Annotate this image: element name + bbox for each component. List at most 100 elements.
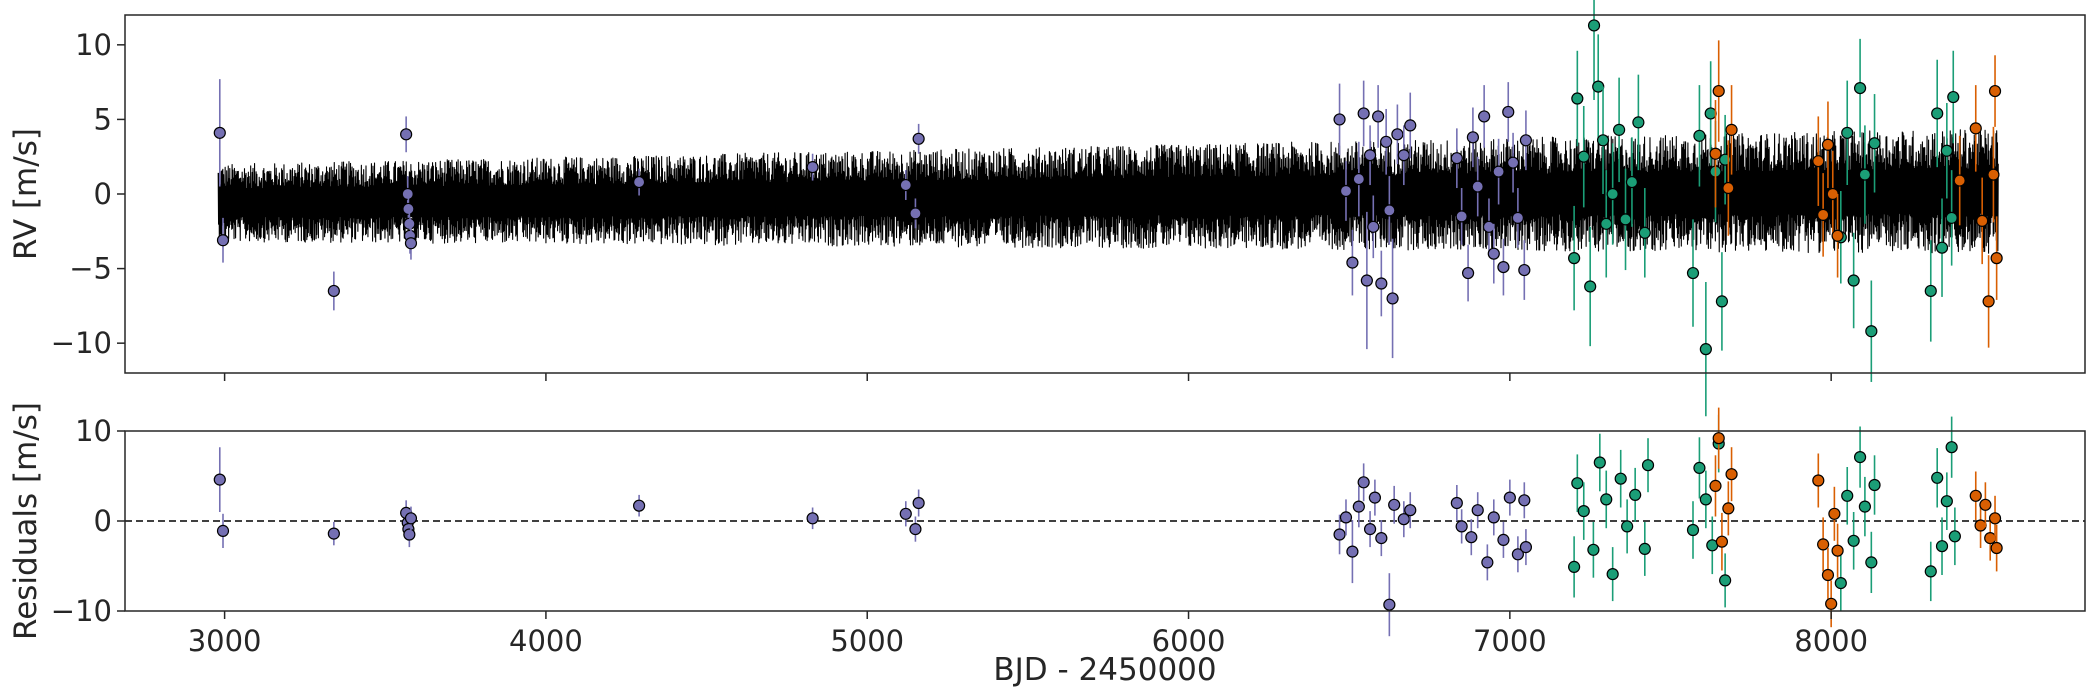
data-marker bbox=[1831, 544, 1844, 557]
data-point bbox=[1367, 195, 1380, 259]
data-marker bbox=[1383, 598, 1396, 611]
data-marker bbox=[1380, 135, 1393, 148]
data-marker bbox=[1518, 263, 1531, 277]
data-point bbox=[1853, 38, 1867, 138]
y-tick-label: 5 bbox=[94, 102, 112, 136]
data-point bbox=[1487, 499, 1500, 536]
data-point bbox=[1982, 255, 1995, 348]
data-marker bbox=[1360, 274, 1373, 287]
data-point bbox=[1519, 110, 1533, 171]
data-marker bbox=[1693, 129, 1706, 142]
data-marker bbox=[1375, 277, 1388, 290]
data-marker bbox=[1404, 504, 1417, 517]
data-point bbox=[1935, 517, 1949, 575]
model-line bbox=[217, 128, 1999, 254]
data-marker bbox=[1333, 528, 1346, 541]
data-marker bbox=[1722, 181, 1735, 195]
data-marker bbox=[1722, 502, 1735, 515]
data-point bbox=[327, 271, 340, 311]
data-point bbox=[1940, 472, 1953, 530]
data-marker bbox=[1715, 535, 1729, 548]
data-marker bbox=[1571, 477, 1584, 490]
data-marker bbox=[1506, 156, 1520, 169]
data-marker bbox=[1606, 187, 1619, 201]
data-point bbox=[1471, 492, 1484, 529]
data-point bbox=[1333, 83, 1346, 156]
rv-y-axis-title: RV [m/s] bbox=[8, 128, 44, 260]
data-marker bbox=[632, 499, 646, 512]
data-marker bbox=[1577, 505, 1590, 518]
data-marker bbox=[1368, 491, 1382, 504]
data-point bbox=[1931, 59, 1944, 168]
rv-x-axis bbox=[223, 373, 1832, 381]
data-marker bbox=[1372, 110, 1385, 123]
data-marker bbox=[1704, 107, 1717, 120]
data-marker bbox=[213, 126, 226, 139]
data-point bbox=[1712, 407, 1725, 469]
data-marker bbox=[1841, 126, 1854, 139]
data-point bbox=[1606, 143, 1619, 245]
x-tick-label: 8000 bbox=[1794, 624, 1868, 658]
data-marker bbox=[1821, 138, 1835, 151]
data-marker bbox=[806, 161, 819, 174]
data-marker bbox=[1825, 597, 1838, 610]
residuals-panel: −10 0 10 3000 4000 5000 6000 7000 8000 Residual… bbox=[8, 402, 2086, 688]
data-point bbox=[1987, 126, 2000, 223]
data-point bbox=[1858, 476, 1872, 537]
data-point bbox=[1704, 61, 1717, 166]
data-point bbox=[1333, 514, 1346, 555]
data-marker bbox=[1931, 107, 1944, 120]
data-marker bbox=[1715, 295, 1729, 308]
data-marker bbox=[1465, 531, 1478, 544]
data-point bbox=[1821, 101, 1835, 189]
data-point bbox=[1375, 250, 1388, 317]
data-point bbox=[1625, 137, 1639, 227]
data-marker bbox=[1931, 471, 1944, 484]
data-point bbox=[1388, 485, 1401, 524]
data-marker bbox=[327, 527, 340, 540]
data-point bbox=[1847, 512, 1860, 570]
data-marker bbox=[806, 512, 819, 525]
data-point bbox=[1715, 512, 1729, 571]
data-point bbox=[1841, 467, 1854, 525]
data-point bbox=[1478, 85, 1491, 148]
data-point bbox=[806, 153, 819, 181]
data-point bbox=[1497, 521, 1510, 558]
x-tick-label: 7000 bbox=[1473, 624, 1547, 658]
data-point bbox=[1461, 244, 1475, 302]
data-point bbox=[327, 521, 340, 546]
data-point bbox=[213, 447, 226, 512]
data-marker bbox=[1935, 540, 1949, 553]
data-marker bbox=[1592, 80, 1605, 93]
data-marker bbox=[1709, 479, 1722, 492]
data-marker bbox=[1492, 165, 1505, 178]
data-marker bbox=[632, 175, 646, 189]
data-marker bbox=[1357, 107, 1370, 120]
data-point bbox=[912, 123, 925, 154]
data-marker bbox=[1568, 560, 1581, 574]
data-marker bbox=[1847, 534, 1860, 547]
data-marker bbox=[1969, 122, 1982, 135]
data-marker bbox=[1339, 511, 1353, 524]
data-marker bbox=[1466, 131, 1480, 144]
data-point bbox=[1397, 125, 1410, 186]
data-point bbox=[1450, 128, 1463, 189]
data-marker bbox=[404, 512, 418, 525]
data-marker bbox=[1947, 90, 1960, 104]
data-point bbox=[1821, 548, 1835, 602]
data-point bbox=[1834, 555, 1847, 611]
data-point bbox=[1619, 168, 1632, 271]
data-point bbox=[1699, 470, 1712, 529]
data-point bbox=[1455, 188, 1468, 245]
data-marker bbox=[1990, 541, 2003, 555]
data-marker bbox=[1858, 500, 1872, 513]
data-marker bbox=[1868, 137, 1881, 150]
data-point bbox=[1990, 216, 2003, 300]
data-point bbox=[1383, 176, 1396, 245]
x-axis-title: BJD - 2450000 bbox=[993, 652, 1216, 688]
data-point bbox=[1519, 529, 1533, 566]
data-marker bbox=[1471, 180, 1484, 193]
data-marker bbox=[1375, 531, 1388, 545]
data-marker bbox=[909, 207, 922, 220]
data-point bbox=[1380, 108, 1393, 175]
